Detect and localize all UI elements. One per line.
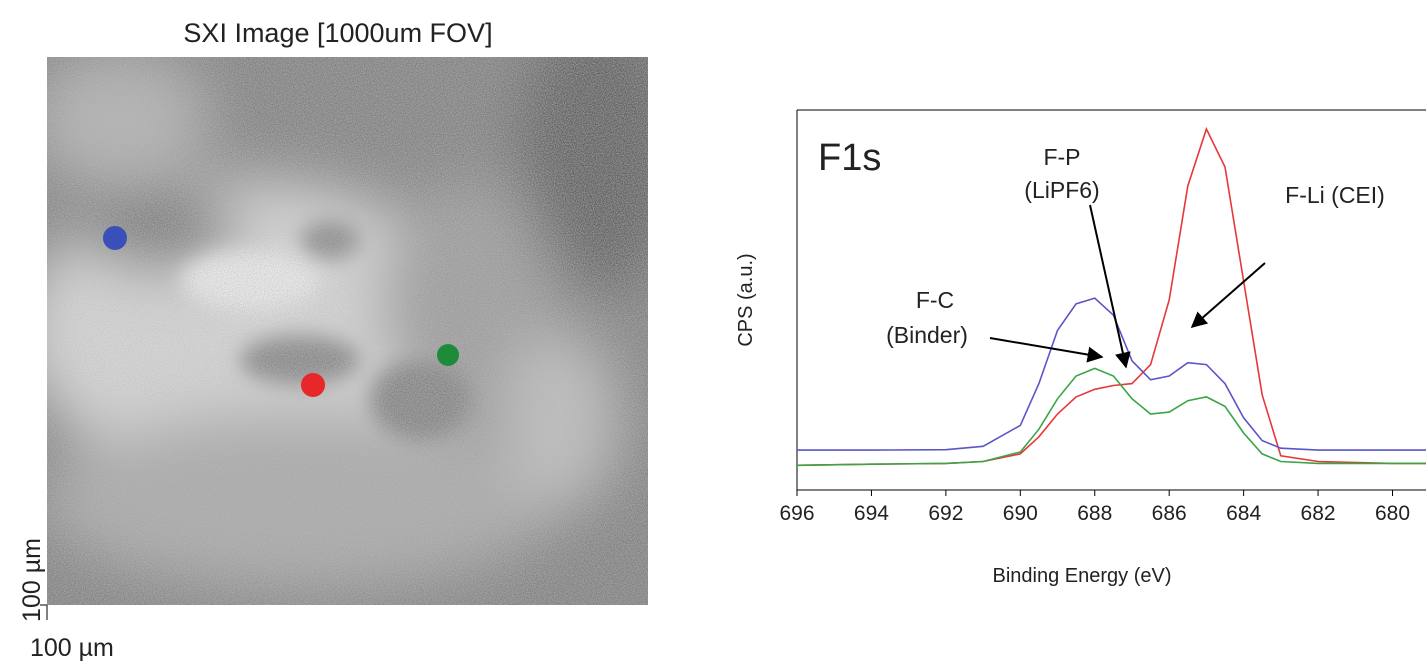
series-line	[797, 297, 1426, 451]
x-axis-label: Binding Energy (eV)	[993, 565, 1172, 587]
x-tick-label: 690	[1003, 502, 1038, 525]
series-line	[796, 126, 1426, 467]
x-tick-label: 696	[779, 502, 814, 525]
x-tick-label: 680	[1375, 502, 1410, 525]
annotation: (Binder)	[886, 322, 968, 348]
spectrum-chart: Binding Energy (eV) CPS (a.u.) F1s F-P (…	[735, 109, 1426, 587]
panel-label: F1s	[818, 137, 881, 179]
sxi-image	[47, 57, 648, 605]
arrows	[989, 204, 1266, 369]
annotation: F-Li (CEI)	[1285, 182, 1385, 208]
x-tick-label: 692	[928, 502, 963, 525]
annotation: F-P	[1043, 144, 1080, 170]
annotation: (LiPF6)	[1024, 177, 1099, 203]
scale-x-label: 100 µm	[30, 634, 114, 662]
x-tick-label: 684	[1226, 502, 1261, 525]
series-line	[796, 367, 1426, 467]
x-tick-label: 682	[1301, 502, 1336, 525]
scale-y-label: 100 µm	[18, 538, 46, 622]
x-tick-label: 686	[1152, 502, 1187, 525]
image-title: SXI Image [1000um FOV]	[183, 18, 492, 48]
annotation: F-C	[916, 287, 954, 313]
x-tick-label: 688	[1077, 502, 1112, 525]
x-tick-label: 694	[854, 502, 889, 525]
y-axis-label: CPS (a.u.)	[735, 253, 757, 346]
